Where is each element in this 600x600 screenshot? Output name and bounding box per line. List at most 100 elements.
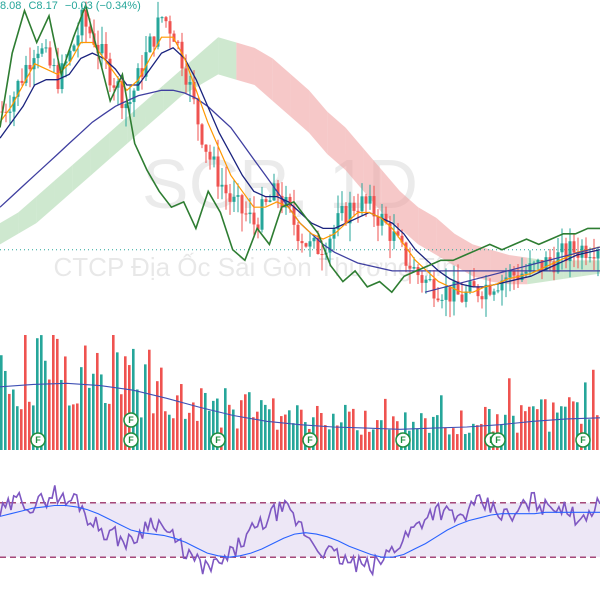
- lagging-span-line: [0, 2, 600, 294]
- volume-bar: [28, 401, 31, 450]
- volume-bar: [248, 392, 251, 450]
- candle-body: [112, 85, 116, 88]
- volume-bar: [88, 387, 91, 450]
- volume-bar: [184, 418, 187, 450]
- volume-bar: [568, 397, 571, 450]
- volume-bar: [540, 399, 543, 450]
- cloud-segment: [290, 74, 310, 133]
- candle-body: [44, 47, 48, 49]
- candle-body: [12, 96, 16, 112]
- volume-bar: [416, 429, 419, 450]
- volume-bar: [368, 431, 371, 450]
- candle-body: [596, 251, 600, 259]
- volume-bar: [160, 367, 163, 450]
- candle-body: [484, 284, 488, 300]
- candle-body: [40, 48, 44, 54]
- f-badge-icon: [302, 432, 318, 448]
- volume-bar: [552, 402, 555, 450]
- candle-body: [448, 286, 452, 302]
- cloud-segment: [236, 42, 255, 85]
- volume-bar: [572, 401, 575, 450]
- volume-bar: [280, 416, 283, 450]
- volume-bar: [324, 425, 327, 450]
- volume-bar: [24, 335, 27, 450]
- candle-body: [488, 284, 492, 295]
- volume-bar: [476, 425, 479, 450]
- volume-bar: [548, 431, 551, 450]
- candle-body: [340, 206, 344, 214]
- candle-body: [404, 242, 408, 266]
- candle-body: [84, 9, 88, 27]
- volume-bar: [216, 398, 219, 450]
- volume-bar: [236, 428, 239, 450]
- candle-body: [556, 252, 560, 273]
- candle-body: [368, 196, 372, 204]
- cloud-segment: [109, 116, 128, 160]
- candle-body: [124, 103, 128, 109]
- cloud-segment: [272, 58, 291, 117]
- cloud-segment: [72, 148, 91, 192]
- rsi-pane[interactable]: [0, 485, 600, 577]
- candle-body: [548, 257, 552, 262]
- volume-bar: [192, 402, 195, 450]
- candle-body: [396, 231, 400, 236]
- cloud-segment: [563, 260, 582, 279]
- volume-bar: [292, 423, 295, 450]
- volume-bar: [336, 425, 339, 450]
- volume-pane[interactable]: FFFFFFFFF: [0, 335, 600, 450]
- candle-body: [300, 241, 304, 244]
- candle-body: [168, 21, 172, 34]
- candle-body: [160, 17, 164, 19]
- candle-body: [220, 184, 224, 187]
- f-badge-icon: [210, 432, 226, 448]
- volume-bar: [320, 413, 323, 450]
- candle-body: [288, 196, 292, 207]
- f-badge-label: F: [495, 435, 501, 445]
- volume-bar: [52, 335, 55, 450]
- candle-body: [560, 243, 564, 253]
- candle-body: [564, 243, 568, 262]
- f-badge-icon: [123, 432, 139, 448]
- volume-bar: [244, 394, 247, 450]
- volume-bar: [444, 427, 447, 450]
- candle-body: [252, 212, 256, 225]
- ema-fast-line: [0, 36, 600, 293]
- volume-bar: [176, 395, 179, 450]
- volume-bar: [532, 406, 535, 450]
- cloud-segment: [309, 90, 328, 155]
- volume-bar: [428, 432, 431, 450]
- candle-body: [464, 291, 468, 302]
- volume-bar: [284, 414, 287, 450]
- volume-bar: [144, 364, 147, 450]
- volume-bar: [484, 406, 487, 450]
- candle-body: [312, 237, 316, 242]
- candle-body: [432, 279, 436, 299]
- candle-body: [540, 260, 544, 271]
- price-pane[interactable]: [0, 1, 600, 318]
- candle-body: [216, 156, 220, 187]
- volume-bar: [12, 389, 15, 450]
- candle-body: [536, 260, 540, 263]
- volume-bar: [240, 400, 243, 450]
- volume-bar: [288, 410, 291, 450]
- volume-bar: [520, 405, 523, 450]
- volume-bar: [80, 367, 83, 450]
- cloud-segment: [127, 100, 146, 144]
- candle-body: [500, 280, 504, 291]
- candle-body: [80, 9, 84, 36]
- candle-body: [16, 80, 20, 97]
- f-badge-label: F: [35, 435, 41, 445]
- volume-bar: [64, 356, 67, 450]
- candle-body: [544, 257, 548, 271]
- volume-bar: [108, 403, 111, 450]
- candle-body: [584, 245, 588, 259]
- volume-bar: [264, 404, 267, 450]
- candle-body: [436, 298, 440, 301]
- volume-bar: [420, 413, 423, 450]
- volume-bar: [576, 402, 579, 450]
- candle-body: [36, 53, 40, 59]
- volume-bar: [352, 408, 355, 450]
- volume-bar: [96, 352, 99, 450]
- f-badge-icon: [395, 432, 411, 448]
